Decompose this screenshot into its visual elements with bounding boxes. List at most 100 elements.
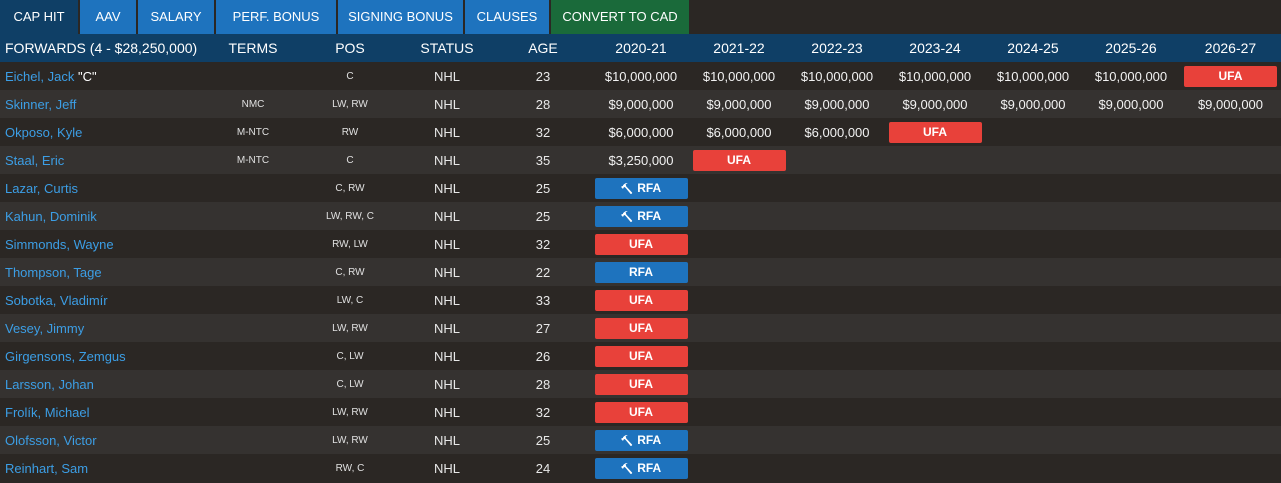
cap-hit-cell: $6,000,000 [706,124,772,140]
table-row: Frolík, Michael LW, RW NHL 32 UFA [0,398,1281,426]
terms-cell [206,62,300,90]
position-cell: LW, RW [332,434,368,446]
position-cell: C [346,154,354,166]
position-cell: LW, RW [332,406,368,418]
season-header[interactable]: 2025-26 [1105,40,1157,56]
empty-cell [984,426,1082,454]
player-name-link[interactable]: Olofsson, Victor [5,432,97,448]
empty-cell [1082,174,1180,202]
roster-table: FORWARDS (4 - $28,250,000) TERMS POS STA… [0,34,1281,482]
tab-aav[interactable]: AAV [80,0,136,34]
tab-clauses[interactable]: CLAUSES [465,0,549,34]
player-name-link[interactable]: Simmonds, Wayne [5,236,114,252]
convert-to-cad-button[interactable]: CONVERT TO CAD [551,0,689,34]
empty-cell [886,314,984,342]
cap-hit-cell: $6,000,000 [608,124,674,140]
free-agency-cell: 🔨 RFA [592,174,690,202]
cap-hit-cell: $9,000,000 [902,96,968,112]
badge-label: UFA [727,152,751,167]
position-cell: RW, LW [332,238,368,250]
status-cell: NHL [433,432,460,448]
free-agency-cell: RFA [592,258,690,286]
status-cell: NHL [433,68,460,84]
player-name-link[interactable]: Larsson, Johan [5,376,94,392]
free-agency-cell: 🔨 RFA [592,426,690,454]
age-cell: 25 [535,208,551,224]
age-cell: 25 [535,180,551,196]
empty-cell [788,230,886,258]
empty-cell [886,230,984,258]
status-cell: NHL [433,180,460,196]
position-cell: LW, RW [332,98,368,110]
terms-cell [206,342,300,370]
cap-hit-cell: $10,000,000 [604,68,678,84]
gavel-icon: 🔨 [620,435,634,447]
table-header-row: FORWARDS (4 - $28,250,000) TERMS POS STA… [0,34,1281,62]
age-header[interactable]: AGE [528,40,558,56]
season-header[interactable]: 2021-22 [713,40,765,56]
age-cell: 27 [535,320,551,336]
terms-header[interactable]: TERMS [228,40,278,56]
position-cell: LW, RW, C [326,210,374,222]
badge-label: UFA [629,320,653,335]
player-name-link[interactable]: Staal, Eric [5,152,65,168]
tab-cap-hit[interactable]: CAP HIT [0,0,78,34]
pos-header[interactable]: POS [335,40,365,56]
tab-salary[interactable]: SALARY [138,0,214,34]
empty-cell [1180,342,1281,370]
empty-cell [1180,454,1281,482]
empty-cell [690,174,788,202]
free-agency-cell: UFA [592,230,690,258]
cap-hit-cell: $10,000,000 [1094,68,1168,84]
cap-hit-cell: $9,000,000 [608,96,674,112]
season-header[interactable]: 2020-21 [615,40,667,56]
player-name-link[interactable]: Lazar, Curtis [5,180,78,196]
tab-signing-bonus[interactable]: SIGNING BONUS [338,0,463,34]
empty-cell [886,202,984,230]
tab-perf-bonus[interactable]: PERF. BONUS [216,0,336,34]
player-name-link[interactable]: Sobotka, Vladimír [5,292,108,308]
empty-cell [984,314,1082,342]
ufa-badge: UFA [594,317,688,339]
season-header[interactable]: 2024-25 [1007,40,1059,56]
empty-cell [984,146,1082,174]
empty-cell [788,174,886,202]
player-name-link[interactable]: Skinner, Jeff [5,96,77,112]
empty-cell [1082,314,1180,342]
free-agency-cell: UFA [592,314,690,342]
player-name-link[interactable]: Frolík, Michael [5,404,90,420]
player-name-link[interactable]: Kahun, Dominik [5,208,97,224]
empty-cell [1180,230,1281,258]
player-name-link[interactable]: Thompson, Tage [5,264,102,280]
status-cell: NHL [433,348,460,364]
season-header[interactable]: 2023-24 [909,40,961,56]
player-name-cell: Kahun, Dominik [0,202,206,230]
empty-cell [1082,398,1180,426]
season-header[interactable]: 2022-23 [811,40,863,56]
cap-hit-cell: $10,000,000 [996,68,1070,84]
player-name-link[interactable]: Girgensons, Zemgus [5,348,126,364]
player-name-link[interactable]: Reinhart, Sam [5,460,89,476]
player-name-link[interactable]: Vesey, Jimmy [5,320,85,336]
player-name-cell: Sobotka, Vladimír [0,286,206,314]
terms-cell [206,286,300,314]
status-header[interactable]: STATUS [420,40,474,56]
empty-cell [984,174,1082,202]
rfa-badge: 🔨 RFA [594,205,688,227]
table-row: Olofsson, Victor LW, RW NHL 25 🔨 RFA [0,426,1281,454]
empty-cell [1082,258,1180,286]
group-header[interactable]: FORWARDS (4 - $28,250,000) [5,40,198,56]
cap-hit-cell: $3,250,000 [608,152,674,168]
empty-cell [690,342,788,370]
player-name-link[interactable]: Eichel, Jack [5,68,75,84]
season-header[interactable]: 2026-27 [1204,40,1257,56]
table-row: Thompson, Tage C, RW NHL 22 RFA [0,258,1281,286]
empty-cell [886,342,984,370]
empty-cell [690,230,788,258]
status-cell: NHL [433,264,460,280]
gavel-icon: 🔨 [620,463,634,475]
player-name-link[interactable]: Okposo, Kyle [5,124,83,140]
empty-cell [690,286,788,314]
empty-cell [984,202,1082,230]
player-name-cell: Eichel, Jack "C" [0,62,206,90]
